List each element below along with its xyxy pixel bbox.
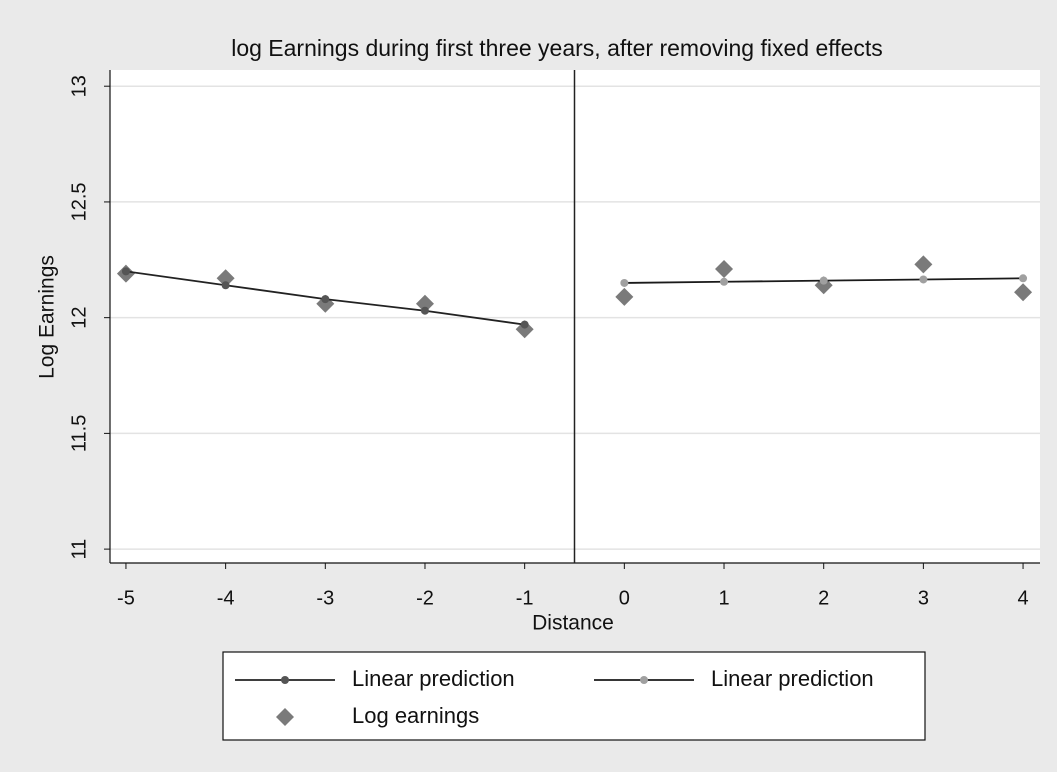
data-point	[615, 287, 634, 306]
y-axis-label: Log Earnings	[36, 255, 59, 379]
prediction-marker	[221, 281, 230, 290]
chart-title: log Earnings during first three years, a…	[231, 35, 883, 61]
legend-symbol	[276, 708, 294, 726]
x-axis-label: Distance	[532, 612, 614, 635]
prediction-marker	[1019, 274, 1028, 283]
data-point	[415, 294, 434, 313]
prediction-marker	[819, 276, 828, 285]
x-tick-label: -1	[516, 587, 534, 609]
legend-label: Linear prediction	[352, 666, 515, 691]
prediction-marker	[121, 267, 130, 276]
y-tick-label: 13	[68, 75, 90, 97]
y-tick-label: 12	[68, 307, 90, 329]
x-tick-label: -4	[217, 587, 235, 609]
y-tick-label: 11	[68, 539, 90, 560]
x-tick-label: 1	[718, 587, 729, 609]
prediction-marker	[321, 295, 330, 304]
data-point	[1014, 283, 1033, 302]
legend-symbol	[281, 676, 289, 684]
x-tick-label: 4	[1017, 587, 1028, 609]
y-tick-label: 11.5	[68, 415, 90, 452]
x-tick-label: 3	[918, 587, 929, 609]
legend-label: Log earnings	[352, 703, 479, 728]
x-tick-label: 0	[619, 587, 630, 609]
x-tick-label: -3	[316, 587, 334, 609]
prediction-marker	[420, 306, 429, 315]
legend-label: Linear prediction	[711, 666, 874, 691]
legend-symbol	[640, 676, 648, 684]
data-point	[914, 255, 933, 274]
data-point	[216, 269, 235, 288]
legend	[222, 651, 926, 741]
prediction-marker	[720, 277, 729, 286]
prediction-marker	[919, 275, 928, 284]
prediction-marker	[520, 320, 529, 329]
x-tick-label: -2	[416, 587, 434, 609]
data-point	[715, 260, 734, 279]
prediction-marker	[620, 278, 629, 287]
x-tick-label: 2	[818, 587, 829, 609]
y-tick-label: 12.5	[68, 182, 90, 221]
x-tick-label: -5	[117, 587, 135, 609]
